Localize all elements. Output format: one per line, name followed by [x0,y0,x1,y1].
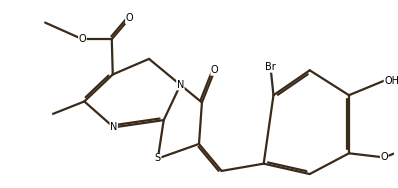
Text: Br: Br [265,62,276,72]
Text: O: O [126,13,133,24]
Text: O: O [78,34,86,44]
Text: O: O [380,152,388,162]
Text: S: S [155,153,161,164]
Text: N: N [177,80,184,90]
Text: OH: OH [384,76,398,86]
Text: O: O [211,65,219,75]
Text: N: N [110,122,117,132]
